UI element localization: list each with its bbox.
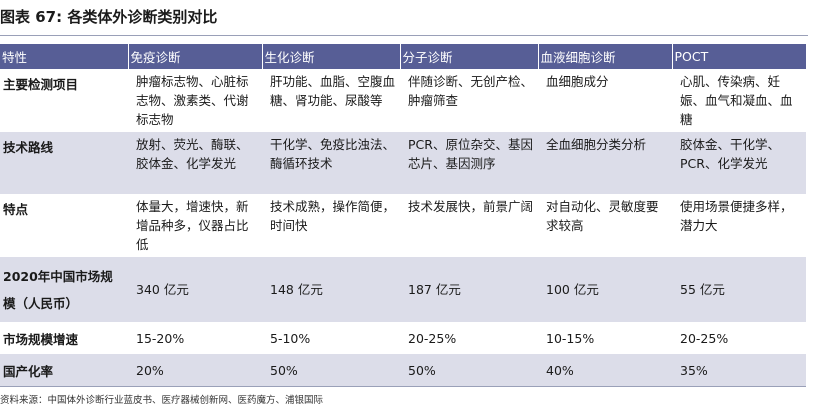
table-cell: 148 亿元 (262, 257, 400, 322)
source-note: 资料来源：中国体外诊断行业蓝皮书、医疗器械创新网、医药魔方、浦银国际 (0, 395, 324, 406)
comparison-table: 特性 免疫诊断 生化诊断 分子诊断 血液细胞诊断 POCT 主要检测项目 肿瘤标… (0, 44, 807, 386)
table-cell: 使用场景便捷多样，潜力大 (680, 199, 793, 233)
table-cell: 血细胞成分 (546, 74, 609, 89)
table-row: 市场规模增速 15-20% 5-10% 20-25% 10-15% 20-25% (0, 322, 806, 354)
table-cell: 干化学、免疫比浊法、酶循环技术 (262, 132, 400, 194)
row-label: 2020年中国市场规模（人民币） (0, 257, 128, 322)
row-label: 特点 (3, 202, 29, 217)
table-cell: 100 亿元 (538, 257, 672, 322)
header-row: 特性 免疫诊断 生化诊断 分子诊断 血液细胞诊断 POCT (0, 44, 807, 69)
header-cell: 分子诊断 (400, 44, 539, 69)
table-cell: 肝功能、血脂、空腹血糖、肾功能、尿酸等 (270, 74, 396, 108)
row-label: 国产化率 (0, 354, 128, 386)
table-cell: 50% (262, 354, 400, 386)
header-cell: 免疫诊断 (128, 44, 263, 69)
row-label: 技术路线 (0, 132, 128, 194)
table-cell: PCR、原位杂交、基因芯片、基因测序 (400, 132, 538, 194)
table-cell: 5-10% (270, 330, 311, 346)
header-cell: POCT (672, 44, 807, 69)
table-cell: 肿瘤标志物、心脏标志物、激素类、代谢标志物 (136, 74, 249, 127)
table-bottom-rule (0, 386, 806, 387)
table-cell: 对自动化、灵敏度要求较高 (546, 199, 659, 233)
figure-number: 67 (35, 8, 57, 26)
row-label: 主要检测项目 (3, 77, 79, 92)
table-row: 2020年中国市场规模（人民币） 340 亿元 148 亿元 187 亿元 10… (0, 257, 806, 322)
table-cell: 胶体金、干化学、PCR、化学发光 (672, 132, 806, 194)
table-cell: 技术发展快，前景广阔 (408, 199, 534, 214)
header-cell: 特性 (0, 44, 129, 69)
table-cell: 340 亿元 (128, 257, 262, 322)
table-row: 特点 体量大，增速快，新增品种多，仪器占比低 技术成熟，操作简便，时间快 技术发… (0, 194, 806, 257)
table-cell: 10-15% (546, 330, 595, 346)
figure-title-text: : 各类体外诊断类别对比 (56, 8, 218, 26)
table-cell: 20-25% (408, 330, 457, 346)
header-cell: 血液细胞诊断 (538, 44, 673, 69)
table-cell: 15-20% (136, 330, 185, 346)
table-cell: 35% (672, 354, 806, 386)
table-cell: 20-25% (680, 330, 729, 346)
table-cell: 放射、荧光、酶联、胶体金、化学发光 (128, 132, 262, 194)
table-cell: 心肌、传染病、妊娠、血气和凝血、血糖 (680, 74, 793, 127)
title-divider (0, 35, 808, 36)
table-cell: 55 亿元 (672, 257, 806, 322)
figure-title-prefix: 图表 (0, 8, 31, 26)
table-cell: 20% (128, 354, 262, 386)
header-cell: 生化诊断 (262, 44, 401, 69)
table-row: 国产化率 20% 50% 50% 40% 35% (0, 354, 806, 386)
table-cell: 伴随诊断、无创产检、肿瘤筛查 (408, 74, 534, 108)
table-row: 主要检测项目 肿瘤标志物、心脏标志物、激素类、代谢标志物 肝功能、血脂、空腹血糖… (0, 69, 806, 132)
table-cell: 技术成熟，操作简便，时间快 (270, 199, 396, 233)
table-cell: 体量大，增速快，新增品种多，仪器占比低 (136, 199, 249, 252)
figure-title: 图表 67: 各类体外诊断类别对比 (0, 6, 217, 28)
table-cell: 全血细胞分类分析 (538, 132, 672, 194)
table-cell: 50% (400, 354, 538, 386)
table-cell: 40% (538, 354, 672, 386)
table-row: 技术路线 放射、荧光、酶联、胶体金、化学发光 干化学、免疫比浊法、酶循环技术 P… (0, 132, 806, 194)
row-label: 市场规模增速 (3, 332, 79, 347)
table-cell: 187 亿元 (400, 257, 538, 322)
